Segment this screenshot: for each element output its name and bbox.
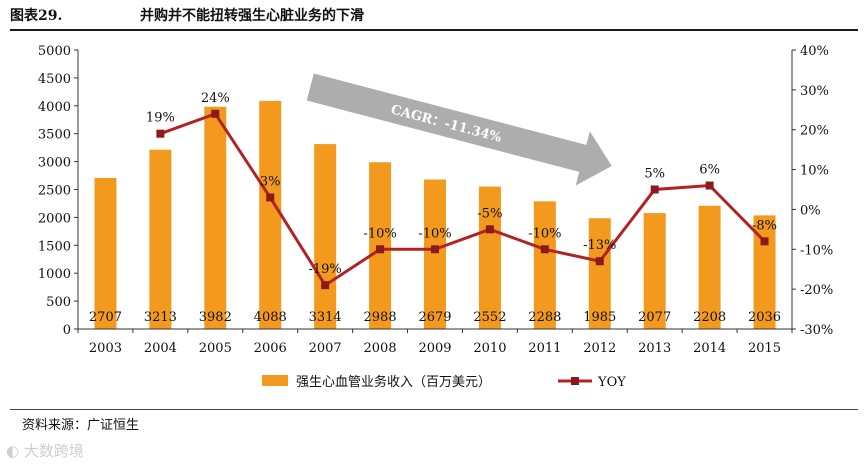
right-tick-label: -30% [800, 323, 833, 338]
bar-value-label: 2208 [693, 310, 726, 325]
figure-title: 并购并不能扭转强生心脏业务的下滑 [140, 8, 364, 24]
bar-value-label: 1985 [583, 310, 616, 325]
yoy-point-2013 [650, 185, 659, 194]
x-tick-label: 2008 [364, 341, 397, 356]
yoy-point-2004 [156, 129, 165, 138]
yoy-point-2014 [705, 181, 714, 190]
x-tick-label: 2003 [89, 341, 122, 356]
left-tick-label: 3000 [38, 156, 71, 171]
yoy-value-label: -19% [309, 262, 342, 277]
bar-value-label: 2288 [528, 310, 561, 325]
bar-2012 [588, 218, 611, 329]
left-tick-label: 2000 [38, 211, 71, 226]
left-tick-label: 4500 [38, 72, 71, 87]
right-tick-label: 30% [800, 84, 829, 99]
right-tick-label: 20% [800, 124, 829, 139]
yoy-value-label: -10% [528, 226, 561, 241]
yoy-point-2008 [376, 245, 385, 254]
x-tick-label: 2007 [309, 341, 342, 356]
bottom-rule [10, 409, 858, 410]
yoy-point-2005 [211, 109, 220, 118]
left-tick-label: 1500 [38, 239, 71, 254]
bar-2007 [314, 144, 337, 329]
bar-value-label: 2988 [364, 310, 397, 325]
source-note: 资料来源：广证恒生 [22, 418, 140, 433]
right-tick-label: -10% [800, 243, 833, 258]
bar-2009 [424, 179, 446, 329]
yoy-value-label: 3% [260, 174, 281, 189]
bar-2011 [533, 201, 556, 329]
x-tick-label: 2013 [638, 341, 671, 356]
yoy-value-label: 6% [699, 163, 720, 178]
figure-header: 图表29. 并购并不能扭转强生心脏业务的下滑 [10, 2, 860, 28]
bar-value-label: 2707 [89, 310, 122, 325]
yoy-value-label: 24% [201, 91, 230, 106]
bar-value-label: 3314 [309, 310, 342, 325]
left-tick-label: 0 [63, 323, 71, 338]
yoy-value-label: -13% [583, 238, 616, 253]
x-tick-label: 2005 [199, 341, 232, 356]
bar-2003 [94, 177, 117, 329]
bar-value-label: 2679 [418, 310, 451, 325]
x-tick-label: 2012 [583, 341, 616, 356]
x-tick-label: 2010 [473, 341, 506, 356]
bar-value-label: 4088 [254, 310, 287, 325]
right-tick-label: 10% [800, 164, 829, 179]
bar-value-label: 2036 [748, 310, 781, 325]
yoy-value-label: -10% [363, 226, 396, 241]
bar-value-label: 2552 [473, 310, 506, 325]
legend-bar-label: 强生心血管业务收入（百万美元） [296, 374, 491, 390]
yoy-value-label: -5% [477, 206, 502, 221]
bar-2004 [149, 149, 172, 329]
yoy-point-2011 [540, 245, 549, 254]
figure-number: 图表29. [10, 8, 63, 24]
yoy-value-label: 5% [644, 167, 665, 182]
legend-line-marker [571, 377, 579, 385]
bar-value-label: 2077 [638, 310, 671, 325]
bar-2013 [643, 213, 666, 329]
left-tick-label: 1000 [38, 267, 71, 282]
left-tick-label: 3500 [38, 128, 71, 143]
x-tick-label: 2011 [528, 341, 561, 356]
bar-value-label: 3213 [144, 310, 177, 325]
left-tick-label: 4000 [38, 100, 71, 115]
yoy-point-2006 [266, 193, 275, 202]
x-tick-label: 2009 [418, 341, 451, 356]
yoy-point-2012 [595, 257, 604, 266]
yoy-point-2010 [485, 225, 494, 234]
bar-2006 [259, 100, 282, 329]
yoy-point-2007 [321, 281, 330, 290]
watermark-logo-icon: ◐ [6, 442, 24, 460]
watermark: ◐ 大数跨境 [6, 440, 84, 461]
right-tick-label: -20% [800, 283, 833, 298]
right-tick-label: 40% [800, 44, 829, 59]
yoy-value-label: 19% [146, 111, 175, 126]
bar-2010 [478, 186, 501, 329]
top-rule [10, 29, 858, 31]
legend-bar-swatch [262, 375, 288, 386]
x-tick-label: 2015 [748, 341, 781, 356]
yoy-point-2009 [431, 245, 439, 254]
bar-2014 [698, 205, 721, 329]
watermark-text: 大数跨境 [23, 442, 84, 460]
x-tick-label: 2004 [144, 341, 177, 356]
yoy-value-label: -10% [418, 226, 451, 241]
left-tick-label: 500 [46, 295, 71, 310]
right-tick-label: 0% [800, 203, 821, 218]
yoy-line [159, 111, 766, 288]
bar-2015 [753, 215, 776, 329]
cagr-arrow [306, 73, 612, 186]
x-tick-label: 2014 [693, 341, 726, 356]
left-tick-label: 2500 [38, 184, 71, 199]
left-tick-label: 5000 [38, 44, 71, 59]
legend-line-label: YOY [597, 375, 626, 390]
yoy-point-2015 [760, 237, 769, 246]
bar-value-label: 3982 [199, 310, 232, 325]
bar-2005 [204, 106, 227, 329]
x-tick-label: 2006 [254, 341, 287, 356]
yoy-value-label: -8% [752, 218, 777, 233]
